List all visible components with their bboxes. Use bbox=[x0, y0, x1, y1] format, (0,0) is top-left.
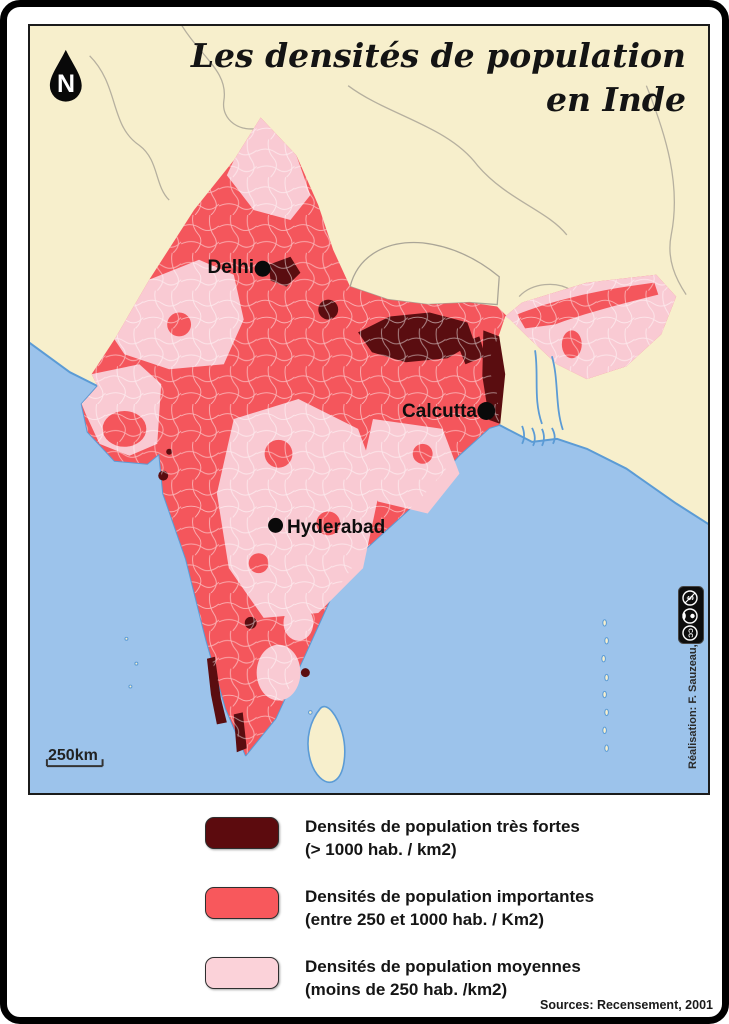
legend-sublabel-high: (> 1000 hab. / km2) bbox=[305, 840, 457, 859]
hyderabad-marker bbox=[268, 517, 284, 533]
sources-text: Sources: Recensement, 2001 bbox=[539, 998, 713, 1012]
legend-swatch-high bbox=[205, 817, 279, 849]
legend-label-low: Densités de population moyennes bbox=[305, 957, 581, 976]
country-borders bbox=[89, 26, 687, 298]
city-label-delhi: Delhi bbox=[207, 257, 254, 278]
legend-sublabel-mid: (entre 250 et 1000 hab. / Km2) bbox=[305, 910, 545, 929]
nepal-outline bbox=[349, 241, 500, 306]
legend-item-low: Densités de population moyennes (moins d… bbox=[205, 957, 581, 1001]
svg-text:CC: CC bbox=[687, 628, 694, 638]
map-title-line2: en Inde bbox=[546, 80, 686, 119]
delhi-marker bbox=[254, 260, 271, 277]
map-title: Les densités de population en Inde bbox=[191, 34, 686, 122]
islands bbox=[124, 619, 609, 752]
map-canvas bbox=[30, 26, 708, 793]
legend-label-high: Densités de population très fortes bbox=[305, 817, 580, 836]
rivers bbox=[521, 350, 564, 447]
map-panel: Les densités de population en Inde N Del… bbox=[28, 24, 710, 795]
city-markers bbox=[254, 260, 496, 533]
map-title-line1: Les densités de population bbox=[190, 36, 686, 75]
city-label-hyderabad: Hyderabad bbox=[287, 517, 386, 538]
city-label-calcutta: Calcutta bbox=[402, 401, 477, 422]
cc-license-icon: $ CC bbox=[678, 586, 704, 644]
legend-swatch-low bbox=[205, 957, 279, 989]
scale-bar bbox=[45, 759, 104, 768]
credit-text: Réalisation: F. Sauzeau, 2017 bbox=[687, 616, 699, 769]
district-boundaries bbox=[81, 117, 677, 756]
scale-label: 250km bbox=[48, 747, 98, 764]
north-arrow-label: N bbox=[56, 70, 76, 98]
legend-sublabel-low: (moins de 250 hab. /km2) bbox=[305, 980, 508, 999]
legend-label-mid: Densités de population importantes bbox=[305, 887, 595, 906]
calcutta-marker bbox=[477, 402, 496, 420]
north-arrow-icon bbox=[49, 49, 82, 102]
legend-item-mid: Densités de population importantes (entr… bbox=[205, 887, 594, 931]
legend-swatch-mid bbox=[205, 887, 279, 919]
sri-lanka bbox=[307, 705, 346, 783]
legend-item-high: Densités de population très fortes (> 10… bbox=[205, 817, 580, 861]
